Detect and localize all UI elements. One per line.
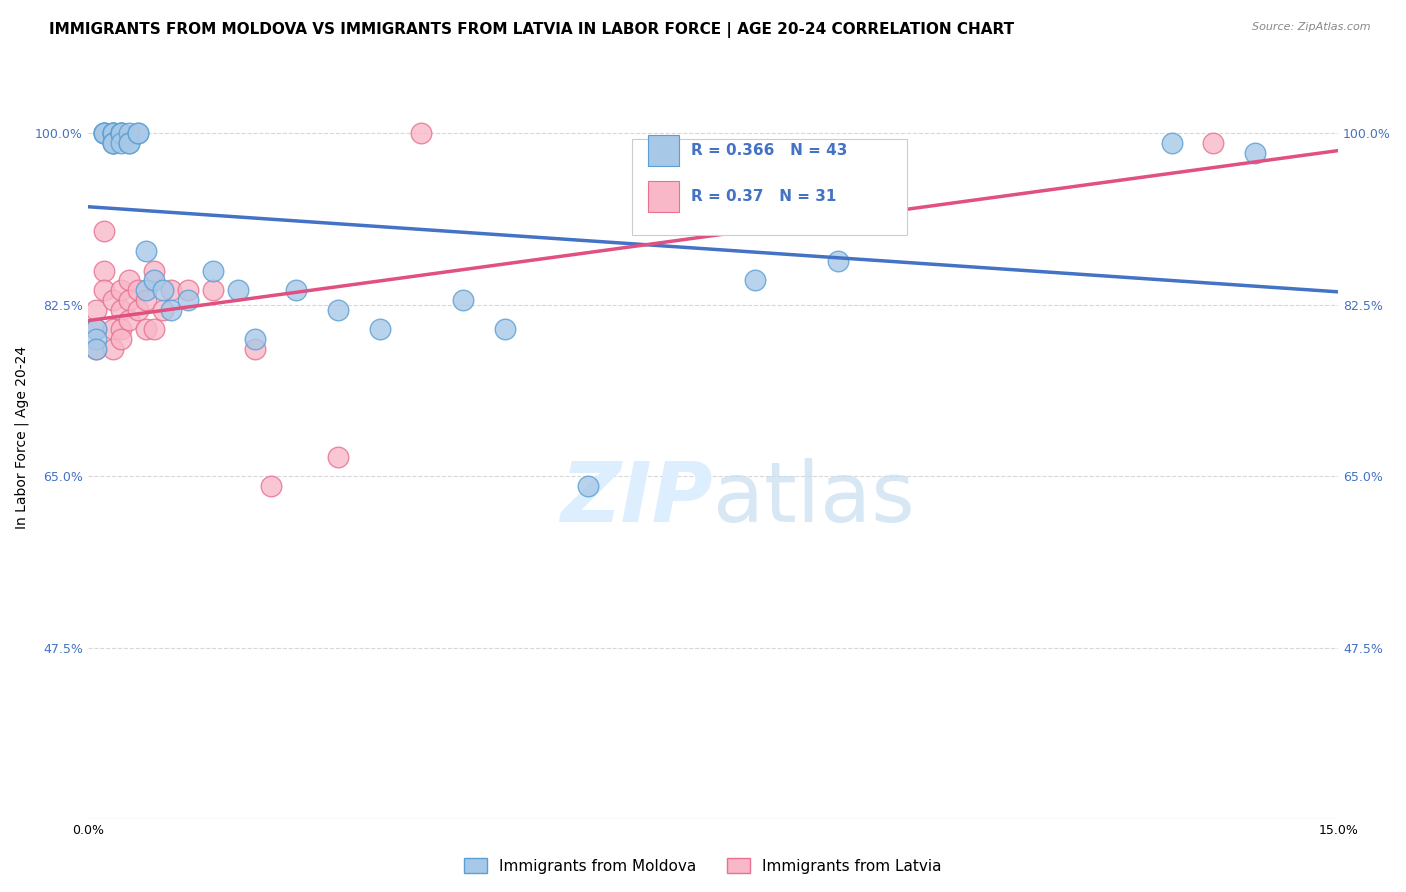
Legend: Immigrants from Moldova, Immigrants from Latvia: Immigrants from Moldova, Immigrants from… xyxy=(458,852,948,880)
Point xyxy=(110,332,132,346)
Point xyxy=(160,283,183,297)
Point xyxy=(135,293,157,307)
Point xyxy=(260,479,283,493)
Text: R = 0.37   N = 31: R = 0.37 N = 31 xyxy=(690,189,837,204)
Text: ZIP: ZIP xyxy=(561,458,713,539)
Point xyxy=(127,127,149,141)
Point xyxy=(243,332,266,346)
Point xyxy=(93,127,115,141)
Point xyxy=(827,253,849,268)
Point xyxy=(143,273,166,287)
Point xyxy=(152,302,174,317)
Point xyxy=(201,263,224,277)
Point xyxy=(1160,136,1182,151)
Point xyxy=(411,127,433,141)
Point xyxy=(118,136,141,151)
Point xyxy=(135,244,157,258)
Point xyxy=(326,302,349,317)
Point xyxy=(101,293,124,307)
Text: atlas: atlas xyxy=(713,458,915,539)
Text: Source: ZipAtlas.com: Source: ZipAtlas.com xyxy=(1253,22,1371,32)
Point xyxy=(160,302,183,317)
Point xyxy=(101,127,124,141)
Point xyxy=(143,263,166,277)
Point xyxy=(93,263,115,277)
Point xyxy=(110,283,132,297)
Point xyxy=(93,224,115,238)
Point xyxy=(110,302,132,317)
Point xyxy=(84,302,107,317)
Point xyxy=(101,342,124,356)
Point xyxy=(1202,136,1225,151)
Text: IMMIGRANTS FROM MOLDOVA VS IMMIGRANTS FROM LATVIA IN LABOR FORCE | AGE 20-24 COR: IMMIGRANTS FROM MOLDOVA VS IMMIGRANTS FR… xyxy=(49,22,1014,38)
Point xyxy=(101,127,124,141)
Point xyxy=(127,283,149,297)
Point xyxy=(93,283,115,297)
Point xyxy=(110,127,132,141)
Point xyxy=(326,450,349,464)
Text: R = 0.366   N = 43: R = 0.366 N = 43 xyxy=(690,143,846,158)
Point xyxy=(110,127,132,141)
Point xyxy=(243,342,266,356)
Point xyxy=(285,283,308,297)
Point xyxy=(101,136,124,151)
Point xyxy=(110,127,132,141)
Point xyxy=(110,136,132,151)
FancyBboxPatch shape xyxy=(631,139,907,235)
Point xyxy=(101,127,124,141)
Point xyxy=(177,293,200,307)
Point xyxy=(101,127,124,141)
Point xyxy=(135,322,157,336)
Point xyxy=(576,479,599,493)
Point xyxy=(118,273,141,287)
Point xyxy=(177,283,200,297)
Point xyxy=(101,136,124,151)
Point xyxy=(93,127,115,141)
Point xyxy=(127,302,149,317)
Point xyxy=(93,127,115,141)
Point xyxy=(101,136,124,151)
Point xyxy=(101,322,124,336)
Point xyxy=(1244,146,1267,161)
Bar xyxy=(648,181,679,211)
Point xyxy=(368,322,391,336)
Bar xyxy=(648,136,679,166)
Point xyxy=(135,283,157,297)
Point xyxy=(494,322,516,336)
Point xyxy=(152,283,174,297)
Point xyxy=(226,283,249,297)
Point xyxy=(118,293,141,307)
Point xyxy=(84,342,107,356)
Point xyxy=(110,127,132,141)
Point xyxy=(201,283,224,297)
Point xyxy=(143,322,166,336)
Point xyxy=(84,332,107,346)
Point xyxy=(118,127,141,141)
Y-axis label: In Labor Force | Age 20-24: In Labor Force | Age 20-24 xyxy=(15,345,30,529)
Point xyxy=(451,293,474,307)
Point xyxy=(84,342,107,356)
Point xyxy=(118,312,141,326)
Point xyxy=(93,127,115,141)
Point xyxy=(118,136,141,151)
Point xyxy=(84,322,107,336)
Point xyxy=(127,127,149,141)
Point xyxy=(744,273,766,287)
Point xyxy=(110,322,132,336)
Point xyxy=(84,322,107,336)
